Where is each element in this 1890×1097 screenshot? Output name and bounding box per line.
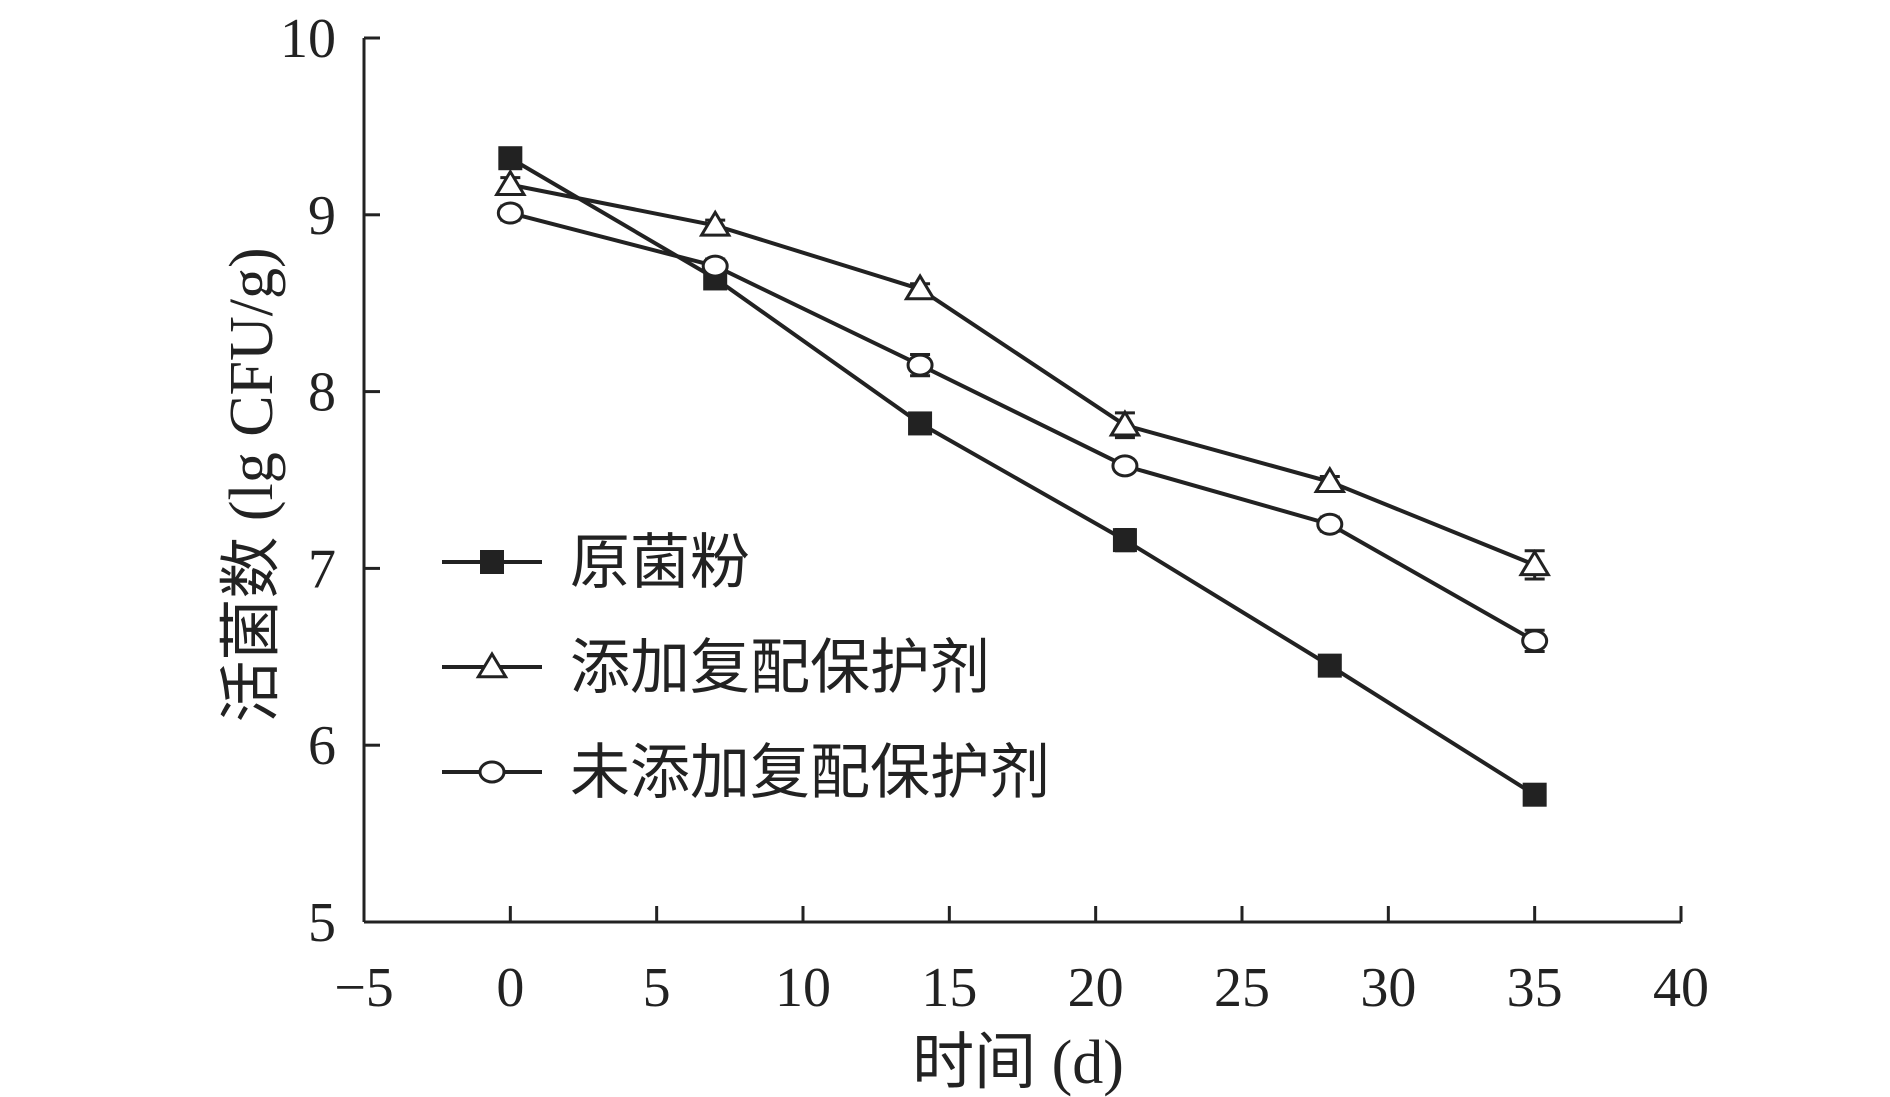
triangle-marker — [698, 209, 732, 237]
triangle-marker — [1313, 465, 1347, 494]
x-tick-label: 15 — [921, 957, 977, 1019]
circle-marker — [1521, 629, 1549, 653]
circle-marker — [478, 760, 506, 784]
circle-marker — [1111, 454, 1139, 478]
triangle-marker — [1108, 409, 1142, 437]
legend-label: 原菌粉 — [570, 530, 750, 596]
series-1 — [498, 146, 1547, 807]
legend-label: 未添加复配保护剂 — [570, 740, 1050, 806]
square-marker — [908, 411, 933, 436]
x-tick-label: 0 — [496, 957, 524, 1019]
circle-marker — [701, 254, 729, 278]
triangle-marker — [494, 168, 527, 196]
x-tick-label: 40 — [1653, 957, 1709, 1019]
x-axis-title: 时间 (d) — [912, 1029, 1124, 1097]
legend-item-3: 未添加复配保护剂 — [442, 740, 1050, 806]
x-tick-label: 25 — [1214, 957, 1270, 1019]
circle-marker — [496, 201, 524, 225]
legend-item-1: 原菌粉 — [442, 530, 750, 596]
legend-item-2: 添加复配保护剂 — [442, 635, 990, 701]
legend-label: 添加复配保护剂 — [570, 635, 990, 701]
y-tick-label: 6 — [308, 715, 336, 777]
y-tick-label: 5 — [308, 892, 336, 954]
x-tick-label: 20 — [1068, 957, 1124, 1019]
y-tick-label: 9 — [308, 185, 336, 247]
series-2 — [494, 168, 1551, 581]
x-tick-label: 5 — [643, 957, 671, 1019]
circle-marker — [1316, 512, 1344, 536]
square-marker — [498, 146, 523, 171]
y-tick-label: 10 — [280, 8, 336, 70]
triangle-marker — [475, 651, 509, 679]
triangle-marker — [903, 273, 937, 301]
x-tick-label: 10 — [775, 957, 831, 1019]
series-line — [509, 211, 1536, 643]
square-marker — [1317, 653, 1342, 678]
x-tick-label: 30 — [1360, 957, 1416, 1019]
x-tick-label: −5 — [334, 957, 394, 1019]
series-line — [509, 182, 1536, 567]
y-tick-label: 7 — [308, 538, 336, 600]
triangle-marker — [1518, 548, 1551, 577]
square-marker — [1112, 528, 1137, 553]
x-tick-label: 35 — [1507, 957, 1563, 1019]
y-tick-label: 8 — [308, 362, 336, 424]
square-marker — [480, 550, 504, 574]
y-axis-title: 活菌数 (lg CFU/g) — [218, 247, 286, 722]
series-layer — [494, 146, 1551, 807]
axes: 5 6 7 8 9 10 −5 0 5 10 15 20 25 30 35 40 — [280, 8, 1709, 1019]
circle-marker — [906, 353, 934, 377]
series-3 — [496, 201, 1549, 653]
square-marker — [1522, 782, 1547, 807]
